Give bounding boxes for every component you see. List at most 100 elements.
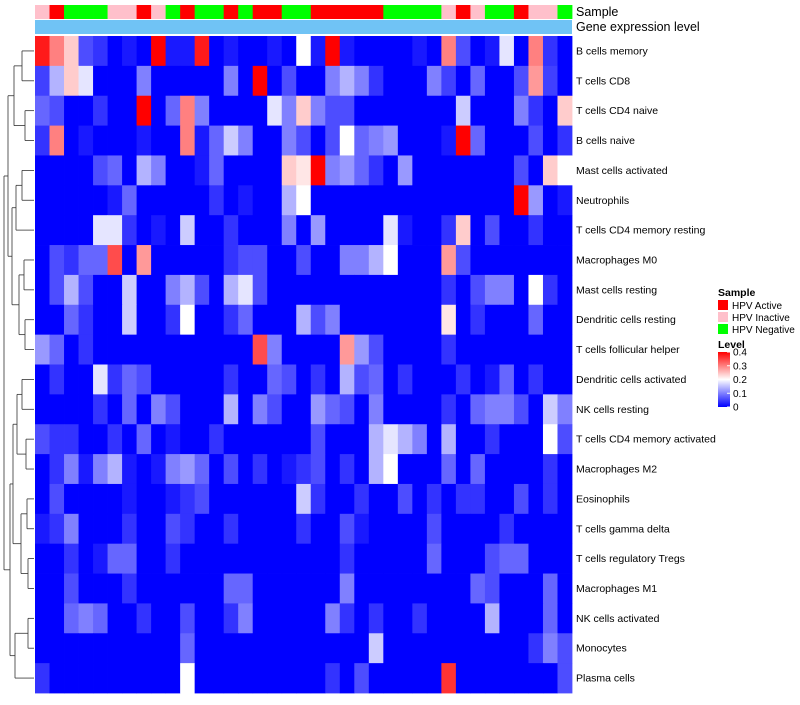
heatmap-cell [513, 245, 529, 276]
heatmap-cell [35, 215, 50, 246]
heatmap-cell [557, 155, 573, 186]
heatmap-cell [484, 334, 500, 365]
sample-annotation-cell [180, 5, 196, 19]
heatmap-cell [151, 543, 167, 574]
heatmap-cell [484, 454, 500, 485]
heatmap-cell [412, 95, 428, 126]
heatmap-cell [209, 513, 225, 545]
heatmap-cell [238, 454, 254, 485]
heatmap-cell [78, 95, 94, 126]
heatmap-cell [209, 663, 225, 694]
heatmap-cell [441, 65, 457, 97]
heatmap-cell [513, 364, 529, 395]
heatmap-cell [310, 513, 326, 545]
heatmap-cell [252, 394, 268, 425]
heatmap-cell [397, 663, 413, 694]
heatmap-cell [542, 65, 558, 97]
heatmap-cell [310, 274, 326, 306]
heatmap-cell [557, 95, 573, 126]
heatmap-cell [78, 334, 94, 365]
sample-annotation-cell [412, 5, 428, 19]
heatmap-cell [165, 304, 181, 336]
heatmap-cell [354, 125, 370, 156]
heatmap-cell [499, 95, 515, 126]
heatmap-cell [78, 424, 94, 455]
heatmap-cell [296, 125, 312, 156]
heatmap-cell [122, 663, 137, 694]
heatmap-cell [470, 215, 486, 246]
heatmap-cell [238, 274, 254, 306]
heatmap-cell [122, 274, 137, 306]
heatmap-cell [470, 603, 486, 634]
heatmap-cell [64, 334, 79, 365]
legend-label-negative: HPV Negative [732, 325, 795, 336]
heatmap-cell [194, 95, 210, 126]
heatmap-cell [455, 95, 471, 126]
heatmap-cell [194, 65, 210, 97]
heatmap-cell [238, 603, 254, 634]
heatmap-cell [209, 245, 225, 276]
heatmap-cell [470, 424, 486, 455]
heatmap-cell [426, 155, 442, 186]
heatmap-cell [296, 663, 312, 694]
heatmap-cell [542, 185, 558, 216]
heatmap-cell [397, 215, 413, 246]
heatmap-cell [107, 215, 123, 246]
heatmap-cell [49, 424, 65, 455]
heatmap-cell [455, 304, 471, 336]
heatmap-cell [412, 274, 428, 306]
heatmap-cell [151, 424, 167, 455]
heatmap-cell [78, 454, 94, 485]
heatmap-cell [557, 573, 573, 604]
heatmap-cell [93, 245, 108, 276]
heatmap-cell [35, 364, 50, 395]
heatmap-cell [426, 185, 442, 216]
row-label: Neutrophils [576, 195, 629, 207]
heatmap-cell [223, 245, 239, 276]
heatmap-cell [223, 155, 239, 186]
heatmap-cell [122, 543, 137, 574]
heatmap-cell [64, 364, 79, 395]
heatmap-cell [252, 454, 268, 485]
heatmap-cell [542, 36, 558, 67]
heatmap-cell [35, 424, 50, 455]
row-label: Monocytes [576, 643, 627, 655]
heatmap-cell [557, 513, 573, 545]
heatmap-cell [296, 454, 312, 485]
heatmap-cell [542, 394, 558, 425]
heatmap-cell [209, 394, 225, 425]
heatmap-cell [354, 513, 370, 545]
heatmap-cell [354, 454, 370, 485]
heatmap-cell [93, 543, 108, 574]
sample-annotation-cell [296, 5, 312, 19]
heatmap-cell [122, 125, 137, 156]
heatmap-cell [165, 454, 181, 485]
heatmap-cell [325, 394, 341, 425]
heatmap-cell [267, 334, 283, 365]
heatmap-cell [368, 633, 384, 664]
heatmap-cell [209, 155, 225, 186]
heatmap-cell [49, 513, 65, 545]
heatmap-cell [383, 513, 399, 545]
heatmap-cell [151, 215, 167, 246]
heatmap-cell [397, 394, 413, 425]
heatmap-cell [78, 663, 94, 694]
row-label: Mast cells activated [576, 165, 668, 177]
heatmap-cell [557, 483, 573, 515]
heatmap-cell [194, 513, 210, 545]
heatmap-cell [238, 543, 254, 574]
heatmap-cell [499, 304, 515, 336]
heatmap-cell [194, 334, 210, 365]
gene-expression-annotation-track [35, 20, 572, 34]
heatmap-cell [397, 573, 413, 604]
heatmap-cell [441, 274, 457, 306]
heatmap-cell [499, 155, 515, 186]
heatmap-cell [310, 155, 326, 186]
heatmap-cell [194, 274, 210, 306]
heatmap-cell [252, 424, 268, 455]
heatmap-cell [557, 125, 573, 156]
heatmap-cell [107, 424, 123, 455]
heatmap-cell [267, 394, 283, 425]
heatmap-cell [281, 483, 297, 515]
heatmap-cell [209, 65, 225, 97]
